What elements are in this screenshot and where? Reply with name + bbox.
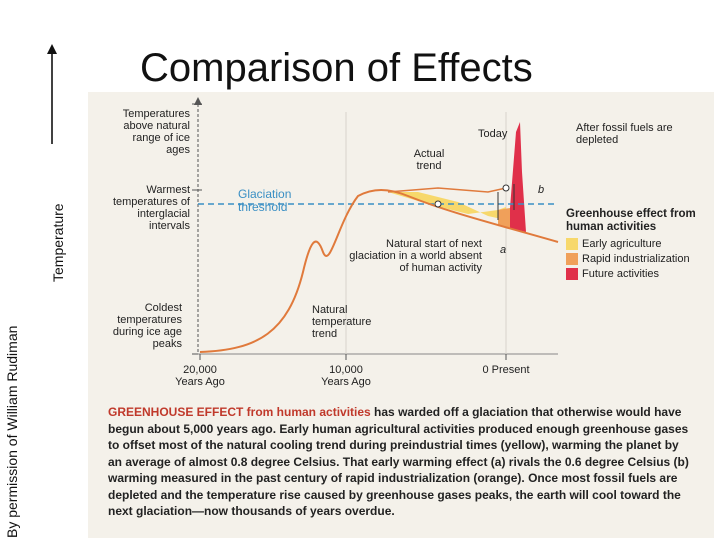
label-glaciation-threshold: Glaciation threshold: [238, 187, 292, 214]
label-natural-trend: Natural temperature trend: [312, 304, 372, 340]
label-natural-start: Natural start of next glaciation in a wo…: [349, 238, 482, 274]
label-coldest: Coldest temperatures during ice age peak…: [112, 302, 182, 350]
early-agriculture-region: [388, 192, 506, 220]
legend-swatch: [566, 253, 578, 265]
natural-start-point: [434, 200, 442, 208]
label-actual-trend: Actual trend: [413, 148, 445, 172]
label-after-fossil: After fossil fuels are depleted: [576, 122, 673, 146]
x-tick-label: 10,000 Years Ago: [321, 364, 371, 388]
legend-item: Rapid industrialization: [566, 253, 710, 265]
legend-label: Future activities: [582, 268, 660, 280]
legend-title: Greenhouse effect from human activities: [566, 208, 696, 233]
slide-title: Comparison of Effects: [140, 46, 533, 90]
legend-swatch: [566, 238, 578, 250]
future-activities-region: [510, 122, 526, 232]
up-arrow-icon: [47, 44, 57, 144]
label-point-a: a: [500, 244, 507, 256]
caption: GREENHOUSE EFFECT from human activities …: [108, 404, 696, 520]
label-warmest: Warmest temperatures of interglacial int…: [112, 184, 190, 232]
temperature-diagram: [192, 97, 559, 360]
bracket-arrow-icon: [194, 97, 202, 105]
figure-panel: Temperatures above natural range of ice …: [88, 92, 714, 538]
x-tick-label: 20,000 Years Ago: [175, 364, 225, 388]
legend-label: Rapid industrialization: [582, 253, 690, 265]
x-tick-label: 0 Present: [482, 364, 530, 376]
legend-swatch: [566, 268, 578, 280]
legend-item: Early agriculture: [566, 238, 710, 250]
industrialization-region: [498, 208, 510, 228]
credit-text: By permission of William Rudiman: [4, 325, 20, 538]
temperature-axis-label: Temperature: [50, 203, 66, 282]
caption-lead: GREENHOUSE EFFECT from human activities: [108, 405, 371, 419]
label-today: Today: [478, 128, 508, 140]
caption-body: has warded off a glaciation that otherwi…: [108, 405, 689, 518]
legend: Greenhouse effect from human activities …: [566, 208, 710, 283]
label-above-range: Temperatures above natural range of ice …: [122, 108, 190, 156]
actual-trend-line: [387, 187, 507, 193]
legend-label: Early agriculture: [582, 238, 662, 250]
legend-item: Future activities: [566, 268, 710, 280]
today-point: [502, 184, 510, 192]
label-point-b: b: [538, 184, 545, 196]
natural-trend-curve: [199, 189, 559, 353]
